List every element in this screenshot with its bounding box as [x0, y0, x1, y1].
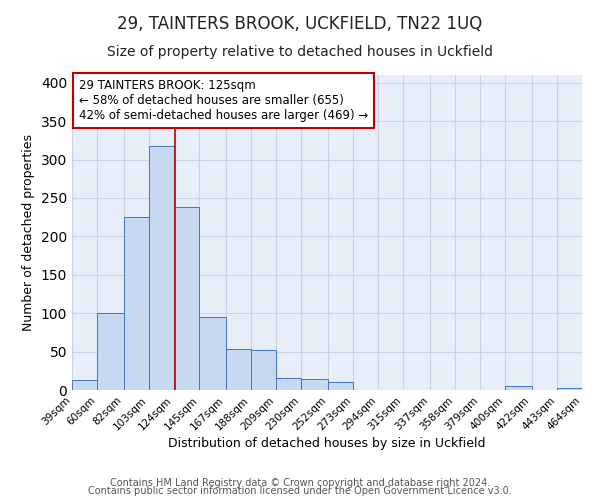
- Text: Size of property relative to detached houses in Uckfield: Size of property relative to detached ho…: [107, 45, 493, 59]
- Bar: [557, 388, 582, 390]
- Bar: [505, 386, 532, 390]
- Text: Contains HM Land Registry data © Crown copyright and database right 2024.: Contains HM Land Registry data © Crown c…: [110, 478, 490, 488]
- Bar: [124, 217, 149, 390]
- X-axis label: Distribution of detached houses by size in Uckfield: Distribution of detached houses by size …: [168, 438, 486, 450]
- Bar: [301, 379, 328, 390]
- Bar: [97, 313, 124, 390]
- Bar: [199, 317, 226, 390]
- Text: 29 TAINTERS BROOK: 125sqm
← 58% of detached houses are smaller (655)
42% of semi: 29 TAINTERS BROOK: 125sqm ← 58% of detac…: [79, 79, 368, 122]
- Text: 29, TAINTERS BROOK, UCKFIELD, TN22 1UQ: 29, TAINTERS BROOK, UCKFIELD, TN22 1UQ: [118, 15, 482, 33]
- Bar: [226, 348, 251, 390]
- Bar: [174, 207, 199, 390]
- Bar: [251, 350, 276, 390]
- Bar: [72, 380, 97, 390]
- Bar: [149, 146, 174, 390]
- Text: Contains public sector information licensed under the Open Government Licence v3: Contains public sector information licen…: [88, 486, 512, 496]
- Y-axis label: Number of detached properties: Number of detached properties: [22, 134, 35, 331]
- Bar: [276, 378, 301, 390]
- Bar: [328, 382, 353, 390]
